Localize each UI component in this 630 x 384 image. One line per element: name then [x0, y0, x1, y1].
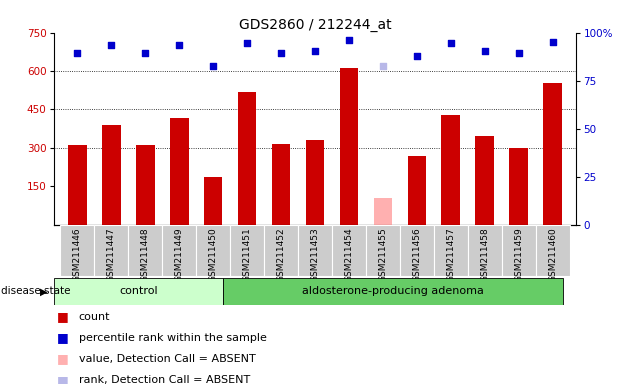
- Point: [378, 63, 388, 69]
- Text: GSM211449: GSM211449: [175, 227, 184, 282]
- Point: [479, 48, 490, 54]
- Bar: [408, 156, 427, 225]
- Text: GSM211456: GSM211456: [413, 227, 421, 282]
- Bar: [543, 83, 562, 225]
- Bar: [238, 91, 256, 225]
- Title: GDS2860 / 212244_at: GDS2860 / 212244_at: [239, 18, 391, 31]
- Text: GSM211459: GSM211459: [514, 227, 524, 282]
- Bar: [170, 118, 188, 225]
- Bar: [203, 177, 222, 225]
- Bar: [340, 68, 358, 225]
- Bar: [536, 225, 570, 276]
- Text: GSM211447: GSM211447: [106, 227, 116, 282]
- Text: GSM211448: GSM211448: [140, 227, 150, 282]
- Bar: [162, 225, 196, 276]
- Bar: [264, 225, 298, 276]
- Point: [513, 50, 524, 56]
- Text: ■: ■: [57, 374, 69, 384]
- Bar: [102, 125, 120, 225]
- Text: count: count: [79, 312, 110, 322]
- Text: disease state: disease state: [1, 286, 70, 296]
- Bar: [136, 145, 154, 225]
- Bar: [230, 225, 264, 276]
- Text: ■: ■: [57, 310, 69, 323]
- Bar: [366, 225, 400, 276]
- Bar: [129, 225, 162, 276]
- Text: ■: ■: [57, 353, 69, 366]
- Text: GSM211460: GSM211460: [548, 227, 557, 282]
- Text: control: control: [119, 286, 158, 296]
- Text: GSM211458: GSM211458: [480, 227, 490, 282]
- Point: [72, 50, 83, 56]
- Bar: [332, 225, 366, 276]
- Point: [446, 40, 456, 46]
- Text: GSM211454: GSM211454: [345, 227, 353, 282]
- Text: rank, Detection Call = ABSENT: rank, Detection Call = ABSENT: [79, 375, 250, 384]
- Point: [140, 50, 151, 56]
- Point: [106, 42, 117, 48]
- Bar: [54, 278, 223, 305]
- Point: [412, 53, 422, 59]
- Point: [310, 48, 320, 54]
- Bar: [374, 198, 392, 225]
- Text: GSM211457: GSM211457: [446, 227, 455, 282]
- Point: [174, 42, 184, 48]
- Bar: [510, 148, 528, 225]
- Text: ■: ■: [57, 331, 69, 344]
- Bar: [400, 225, 434, 276]
- Bar: [501, 225, 536, 276]
- Bar: [68, 145, 87, 225]
- Bar: [272, 144, 290, 225]
- Point: [547, 38, 558, 45]
- Bar: [476, 136, 494, 225]
- Point: [276, 50, 286, 56]
- Text: GSM211450: GSM211450: [209, 227, 217, 282]
- Bar: [442, 114, 460, 225]
- Bar: [306, 140, 324, 225]
- Point: [208, 63, 218, 69]
- Bar: [298, 225, 332, 276]
- Bar: [468, 225, 501, 276]
- Point: [242, 40, 252, 46]
- Bar: [60, 225, 94, 276]
- Text: ▶: ▶: [40, 286, 48, 296]
- Text: GSM211453: GSM211453: [311, 227, 319, 282]
- Text: value, Detection Call = ABSENT: value, Detection Call = ABSENT: [79, 354, 256, 364]
- Bar: [94, 225, 129, 276]
- Text: GSM211452: GSM211452: [277, 227, 285, 282]
- Text: GSM211446: GSM211446: [73, 227, 82, 282]
- Bar: [223, 278, 563, 305]
- Bar: [434, 225, 468, 276]
- Point: [344, 37, 354, 43]
- Text: percentile rank within the sample: percentile rank within the sample: [79, 333, 266, 343]
- Text: GSM211455: GSM211455: [379, 227, 387, 282]
- Text: aldosterone-producing adenoma: aldosterone-producing adenoma: [302, 286, 484, 296]
- Text: GSM211451: GSM211451: [243, 227, 251, 282]
- Bar: [196, 225, 230, 276]
